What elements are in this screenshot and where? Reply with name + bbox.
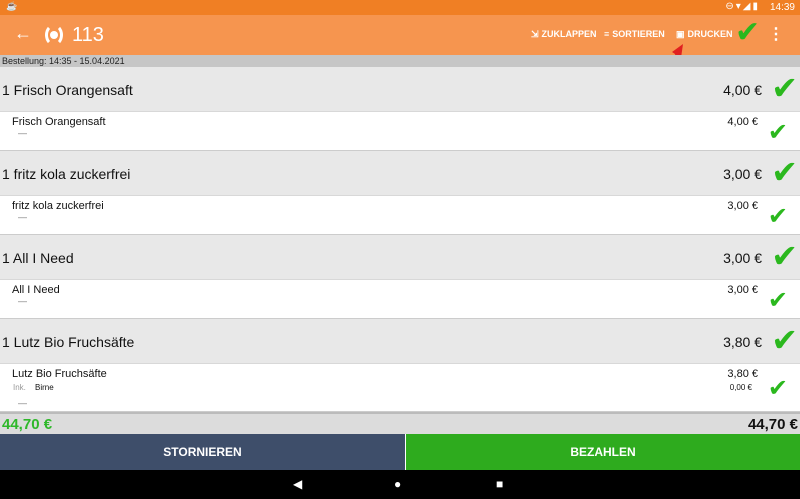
check-icon[interactable]: ✔: [767, 287, 788, 314]
item-note: —: [18, 212, 27, 222]
nav-home-icon[interactable]: ●: [394, 477, 402, 491]
nav-recents-icon[interactable]: ■: [496, 477, 504, 491]
group-price: 4,00 €: [723, 82, 762, 98]
cancel-button[interactable]: STORNIEREN: [0, 434, 405, 470]
item-price: 3,80 €: [727, 368, 758, 380]
back-arrow-icon[interactable]: ←: [14, 23, 32, 43]
collapse-icon: ⇲: [531, 29, 539, 39]
check-icon[interactable]: ✔: [767, 375, 788, 402]
item-price: 4,00 €: [727, 116, 758, 128]
item-price: 3,00 €: [727, 200, 758, 212]
total-bar: 44,70 € 44,70 €: [0, 412, 800, 434]
item-note: —: [18, 398, 27, 408]
print-icon: ▣: [676, 29, 685, 39]
order-info: Bestellung: 14:35 - 15.04.2021: [0, 55, 800, 67]
total-left: 44,70 €: [2, 416, 53, 433]
status-icons: ⊖▾◢▮: [725, 1, 760, 12]
item-name: Lutz Bio Fruchsäfte: [12, 368, 107, 380]
check-icon[interactable]: ✔: [767, 203, 788, 230]
item-name: fritz kola zuckerfrei: [12, 200, 104, 212]
group-title: 1 All I Need: [2, 250, 74, 266]
group-price: 3,00 €: [723, 166, 762, 182]
total-right: 44,70 €: [747, 416, 798, 433]
sort-button[interactable]: ≡ SORTIEREN: [604, 29, 665, 39]
order-group[interactable]: 1 All I Need 3,00 € ✔ All I Need 3,00 € — ✔: [0, 235, 800, 319]
group-price: 3,00 €: [723, 250, 762, 266]
table-logo-icon: [45, 24, 63, 46]
clock: 14:39: [769, 2, 795, 13]
app-notification-icon: ☕: [6, 1, 18, 11]
item-name: All I Need: [12, 284, 60, 296]
page-title: 113: [72, 24, 104, 46]
item-note: —: [18, 128, 27, 138]
check-icon[interactable]: ✔: [771, 70, 798, 106]
item-note: —: [18, 296, 27, 306]
item-name: Frisch Orangensaft: [12, 116, 106, 128]
more-options-icon[interactable]: ⋮: [768, 26, 784, 43]
order-group[interactable]: 1 Lutz Bio Fruchsäfte 3,80 € ✔ Lutz Bio Fr…: [0, 319, 800, 412]
extra-label: Ink.: [13, 383, 26, 392]
confirm-check-icon[interactable]: ✔: [735, 16, 761, 49]
print-button[interactable]: ▣ DRUCKEN: [676, 29, 733, 39]
group-title: 1 Lutz Bio Fruchsäfte: [2, 334, 135, 350]
item-price: 3,00 €: [727, 284, 758, 296]
check-icon[interactable]: ✔: [767, 119, 788, 146]
check-icon[interactable]: ✔: [771, 238, 798, 274]
sort-icon: ≡: [604, 29, 610, 39]
order-group[interactable]: 1 fritz kola zuckerfrei 3,00 € ✔ fritz kol…: [0, 151, 800, 235]
extra-price: 0,00 €: [729, 383, 752, 392]
nav-back-icon[interactable]: ◀: [293, 477, 303, 491]
check-icon[interactable]: ✔: [771, 322, 798, 358]
extra-value: Birne: [35, 383, 54, 392]
system-nav-bar: ◀ ● ■: [0, 470, 800, 499]
check-icon[interactable]: ✔: [771, 154, 798, 190]
pay-button[interactable]: BEZAHLEN: [406, 434, 800, 470]
group-title: 1 fritz kola zuckerfrei: [2, 166, 131, 182]
status-bar: ☕ ⊖▾◢▮ 14:39: [0, 0, 800, 15]
group-price: 3,80 €: [723, 334, 762, 350]
collapse-button[interactable]: ⇲ ZUKLAPPEN: [531, 29, 597, 39]
toolbar: ← 113 ⇲ ZUKLAPPEN ≡ SORTIEREN ▣ DRUCKEN ✔ ⋮: [0, 15, 800, 55]
group-title: 1 Frisch Orangensaft: [2, 82, 133, 98]
order-group[interactable]: 1 Frisch Orangensaft 4,00 € ✔ Frisch Orang…: [0, 67, 800, 151]
